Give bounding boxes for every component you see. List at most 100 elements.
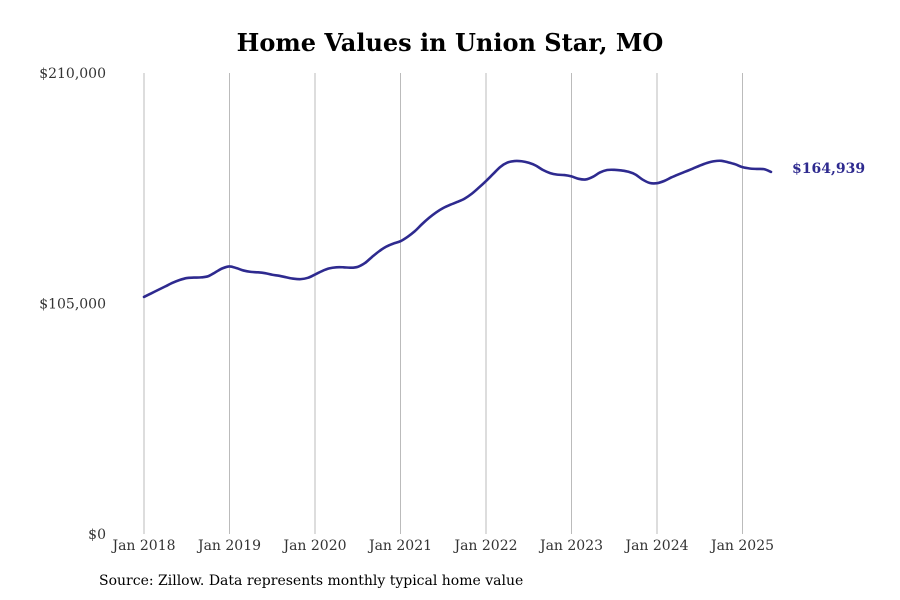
data-point-28 [342, 266, 344, 268]
source-note: Source: Zillow. Data represents monthly … [99, 573, 524, 589]
y-tick-label-2: $210,000 [39, 66, 106, 82]
data-point-12 [228, 265, 230, 267]
data-point-56 [542, 169, 544, 171]
data-point-13 [235, 267, 237, 269]
data-point-62 [585, 178, 587, 180]
data-point-14 [243, 269, 245, 271]
data-point-73 [663, 180, 665, 182]
x-tick-label-0: Jan 2018 [110, 538, 175, 554]
gridlines [143, 73, 743, 534]
data-point-76 [684, 170, 686, 172]
data-point-47 [478, 186, 480, 188]
data-point-52 [513, 160, 515, 162]
data-point-69 [634, 173, 636, 175]
data-point-41 [435, 211, 437, 213]
data-point-46 [471, 193, 473, 195]
data-point-3 [164, 285, 166, 287]
data-point-33 [378, 250, 380, 252]
data-point-22 [300, 278, 302, 280]
data-point-4 [171, 282, 173, 284]
data-point-19 [278, 275, 280, 277]
data-point-61 [577, 178, 579, 180]
data-point-9 [207, 275, 209, 277]
end-value-label: $164,939 [792, 161, 865, 177]
data-point-60 [570, 175, 572, 177]
data-point-86 [756, 168, 758, 170]
data-point-20 [285, 276, 287, 278]
data-point-88 [770, 171, 772, 173]
data-point-17 [264, 272, 266, 274]
data-point-71 [649, 182, 651, 184]
data-point-70 [642, 178, 644, 180]
y-axis-tick-labels: $0 $105,000 $210,000 [39, 66, 106, 543]
data-point-15 [250, 271, 252, 273]
x-tick-label-5: Jan 2023 [538, 538, 603, 554]
data-point-2 [157, 289, 159, 291]
data-point-37 [406, 236, 408, 238]
x-tick-label-3: Jan 2021 [367, 538, 432, 554]
x-tick-label-7: Jan 2025 [709, 538, 774, 554]
data-point-26 [328, 267, 330, 269]
data-point-80 [713, 160, 715, 162]
data-point-43 [449, 204, 451, 206]
data-point-54 [528, 162, 530, 164]
y-tick-label-1: $105,000 [39, 297, 106, 313]
end-label-group: $164,939 [792, 161, 865, 177]
data-point-48 [485, 180, 487, 182]
data-point-38 [414, 230, 416, 232]
data-point-81 [720, 160, 722, 162]
x-tick-label-4: Jan 2022 [452, 538, 517, 554]
data-point-10 [214, 271, 216, 273]
x-tick-label-6: Jan 2024 [623, 538, 688, 554]
data-point-6 [186, 277, 188, 279]
x-axis-tick-labels: Jan 2018 Jan 2019 Jan 2020 Jan 2021 Jan 2022… [110, 538, 774, 554]
data-point-79 [706, 162, 708, 164]
data-point-42 [442, 207, 444, 209]
data-point-30 [357, 266, 359, 268]
data-point-36 [399, 240, 401, 242]
data-point-51 [506, 161, 508, 163]
data-point-5 [178, 279, 180, 281]
series-line-0 [142, 159, 773, 299]
data-point-35 [392, 242, 394, 244]
y-tick-label-0: $0 [88, 527, 106, 543]
data-point-65 [606, 169, 608, 171]
data-point-78 [699, 164, 701, 166]
data-point-64 [599, 171, 601, 173]
data-point-66 [613, 169, 615, 171]
data-point-40 [428, 217, 430, 219]
data-point-57 [549, 172, 551, 174]
data-point-7 [193, 276, 195, 278]
data-point-49 [492, 173, 494, 175]
data-point-84 [741, 166, 743, 168]
data-point-53 [520, 160, 522, 162]
x-tick-label-1: Jan 2019 [196, 538, 261, 554]
data-point-1 [150, 292, 152, 294]
data-point-31 [364, 262, 366, 264]
data-point-25 [321, 270, 323, 272]
data-point-58 [556, 173, 558, 175]
data-point-27 [335, 266, 337, 268]
data-point-0 [143, 296, 145, 298]
data-point-83 [734, 163, 736, 165]
x-tick-label-2: Jan 2020 [281, 538, 346, 554]
data-point-85 [748, 167, 750, 169]
data-point-87 [763, 168, 765, 170]
data-point-82 [727, 161, 729, 163]
data-point-16 [257, 271, 259, 273]
data-point-24 [314, 273, 316, 275]
data-point-68 [627, 171, 629, 173]
data-point-23 [307, 277, 309, 279]
data-point-74 [670, 176, 672, 178]
data-point-67 [620, 169, 622, 171]
data-point-55 [535, 164, 537, 166]
data-point-8 [200, 276, 202, 278]
chart-title: Home Values in Union Star, MO [236, 28, 664, 57]
data-point-59 [563, 174, 565, 176]
data-point-39 [421, 223, 423, 225]
data-point-18 [271, 274, 273, 276]
data-point-63 [592, 176, 594, 178]
data-point-21 [292, 277, 294, 279]
